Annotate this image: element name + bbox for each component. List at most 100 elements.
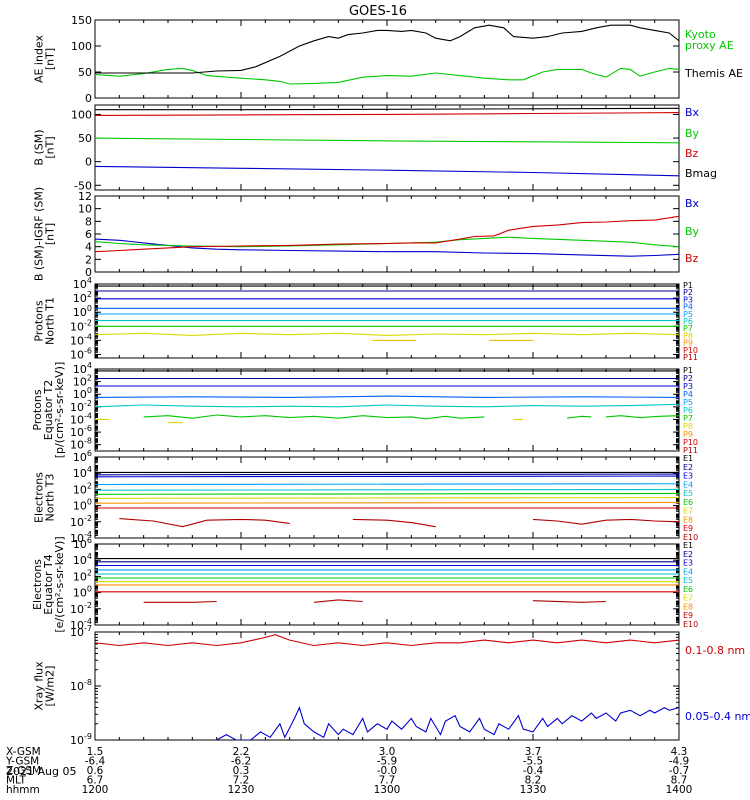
legend-entry: P7	[683, 324, 693, 333]
orbit-row-value: 2.2	[233, 746, 250, 758]
y-tick-label: 100	[73, 304, 92, 319]
y-axis-label: Protons	[31, 389, 44, 430]
y-tick-label: 10-6	[70, 346, 92, 361]
y-tick-label: 10-4	[70, 617, 92, 632]
y-axis-label: AE index	[33, 34, 46, 83]
y-tick-label: 2	[85, 253, 92, 266]
orbit-footer: X-GSM 1.5 2.2 3.0 3.7 4.3 Y-GSM -6.4 -6.2 -5.9 -5.…	[5, 746, 692, 796]
orbit-row-value: 8.7	[671, 775, 688, 787]
series-line-0-05-0-4-nm	[216, 706, 679, 740]
series-group	[95, 24, 679, 85]
series-line-bz	[95, 112, 679, 116]
y-axis-label: North T1	[44, 297, 57, 345]
y-axis-label: Equator T4	[42, 554, 55, 614]
y-tick-label: 10-4	[70, 530, 92, 545]
orbit-row-value: 3.0	[379, 746, 396, 758]
y-tick-label: 150	[71, 14, 92, 27]
y-tick-label: 10-8	[70, 437, 92, 452]
legend-entry: E10	[683, 620, 698, 629]
orbit-row-value: 7.7	[379, 775, 396, 787]
legend-entry: P4	[683, 303, 693, 312]
y-tick-label: 102	[73, 374, 92, 389]
orbit-row-value: -6.4	[85, 756, 106, 768]
series-line-e8	[95, 501, 679, 504]
orbit-row-value: 1400	[666, 784, 693, 796]
y-tick-label: 100	[73, 498, 92, 513]
panel-frame	[94, 631, 680, 741]
series-line-p5	[95, 403, 679, 408]
y-axis-label: Electrons	[31, 559, 44, 610]
y-tick-label: 104	[73, 361, 92, 376]
orbit-row-value: 6.7	[87, 775, 104, 787]
orbit-row-value: 8.2	[525, 775, 542, 787]
series-line-e10b	[313, 599, 363, 603]
orbit-row-value: -0.0	[377, 765, 398, 777]
y-tick-label: 12	[78, 190, 92, 203]
panel-xray: 10-9 10-8 10-7 Xray flux[W/m2] 0.1-0.8 nm 0.0…	[33, 624, 750, 747]
y-tick-label: -50	[74, 179, 92, 192]
y-tick-label: 10-2	[70, 318, 92, 333]
legend-entry: E7	[683, 507, 693, 516]
y-tick-label: 10-8	[70, 678, 92, 693]
legend-entry: E8	[683, 515, 693, 524]
panel-frame	[94, 368, 680, 452]
orbit-row-label: hhmm	[6, 784, 40, 796]
y-tick-label: 10-2	[70, 399, 92, 414]
legend-entry: Bx	[685, 106, 700, 119]
y-axis-label: Protons	[33, 300, 46, 341]
series-group	[95, 370, 679, 424]
series-line-p4	[95, 395, 679, 398]
y-tick-label: 10-4	[70, 332, 92, 347]
legend-entry: E6	[683, 498, 693, 507]
y-tick-label: 8	[85, 215, 92, 228]
series-line-bx	[95, 165, 679, 177]
series-group	[95, 558, 679, 603]
y-tick-label: 10	[78, 203, 92, 216]
legend-entry: P5	[683, 310, 693, 319]
legend-entry: Bx	[685, 197, 700, 210]
panel-bsm: -50 0 50 100 B (SM)[nT] Bx By Bz Bmag	[33, 104, 717, 192]
legend-entry: E3	[683, 472, 693, 481]
orbit-row-value: 1200	[82, 784, 109, 796]
legend-entry: P10	[683, 346, 698, 355]
legend-entry: P6	[683, 317, 693, 326]
y-tick-label: 102	[73, 568, 92, 583]
y-tick-label: 100	[73, 386, 92, 401]
y-tick-label: 100	[71, 108, 92, 121]
series-line-p8	[95, 332, 679, 336]
legend-entry: P3	[683, 295, 693, 304]
series-line-bz	[95, 215, 679, 253]
series-line-e5	[95, 488, 679, 491]
y-axis-label: Xray flux	[33, 661, 46, 711]
series-line-e10c	[532, 600, 607, 603]
orbit-row-value: 1300	[374, 784, 401, 796]
legend-entry: E10	[683, 533, 698, 542]
legend-entry: E1	[683, 541, 693, 550]
series-group	[95, 215, 679, 257]
legend-entry: P1	[683, 281, 693, 290]
series-line-bmag	[95, 107, 679, 111]
y-tick-label: 10-2	[70, 601, 92, 616]
orbit-row-value: -4.9	[669, 756, 690, 768]
legend-entry: P6	[683, 406, 693, 415]
y-tick-label: 102	[73, 290, 92, 305]
y-tick-label: 104	[73, 276, 92, 291]
y-tick-label: 50	[78, 66, 92, 79]
legend-entry: By	[685, 127, 700, 140]
plot-title: GOES-16	[349, 4, 407, 19]
y-tick-label: 10-2	[70, 514, 92, 529]
legend-entry: P2	[683, 288, 693, 297]
y-tick-label: 104	[73, 552, 92, 567]
series-line-p6b	[567, 415, 592, 419]
series-line-e6	[95, 492, 679, 495]
legend-entry: 0.1-0.8 nm	[685, 644, 745, 657]
legend-entry: P2	[683, 374, 693, 383]
y-tick-label: 100	[71, 40, 92, 53]
y-tick-label: 10-6	[70, 424, 92, 439]
